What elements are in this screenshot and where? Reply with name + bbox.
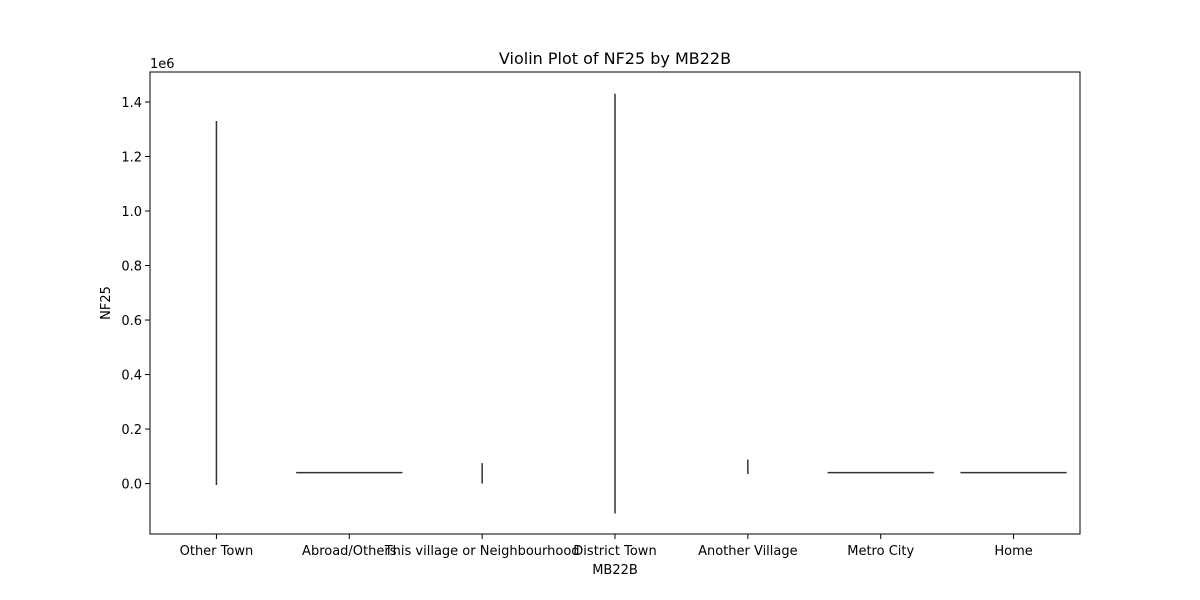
y-tick-label: 0.0 [121,478,142,493]
chart-title: Violin Plot of NF25 by MB22B [499,49,731,68]
y-axis-label: NF25 [99,286,114,320]
y-axis-offset-label: 1e6 [150,57,175,72]
x-tick-label: Another Village [698,544,798,559]
y-tick-label: 1.4 [121,96,142,111]
y-tick-label: 0.2 [121,423,142,438]
x-tick-label: Home [994,544,1032,559]
y-tick-label: 0.8 [121,260,142,275]
y-axis: 0.0 0.2 0.4 0.6 0.8 1.0 1.2 1.4 [121,96,150,493]
y-tick-label: 1.2 [121,150,142,165]
x-tick-label: This village or Neighbourhood [384,544,580,559]
x-tick-label: Other Town [180,544,254,559]
x-tick-label: Metro City [847,544,914,559]
y-tick-label: 0.4 [121,369,142,384]
y-tick-label: 0.6 [121,314,142,329]
x-tick-label: Abroad/Others [302,544,397,559]
violins-group [215,93,1067,514]
x-axis-label: MB22B [592,563,638,578]
y-tick-label: 1.0 [121,205,142,220]
x-tick-label: District Town [573,544,656,559]
